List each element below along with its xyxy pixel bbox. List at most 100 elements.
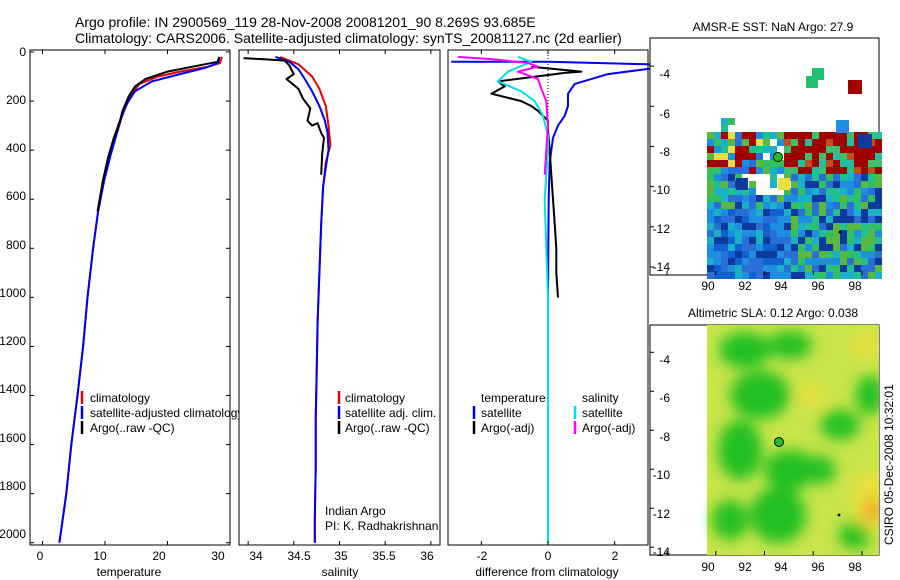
sst-cell — [735, 272, 742, 279]
legend-label: Argo(..raw -QC) — [90, 421, 175, 435]
sst-cell — [826, 132, 833, 139]
sst-cell — [763, 272, 770, 279]
sst-cell — [707, 202, 714, 209]
sst-cell — [777, 139, 784, 146]
sla-xtick: 90 — [701, 560, 715, 574]
sst-cell — [833, 230, 840, 237]
sst-cell — [833, 237, 840, 244]
sst-cell — [812, 223, 819, 230]
sst-cell — [770, 202, 777, 209]
sst-cell — [826, 272, 833, 279]
sst-cell — [763, 146, 770, 153]
sst-cell — [756, 146, 763, 153]
sst-cell — [714, 216, 721, 223]
sst-cell — [742, 244, 749, 251]
sst-cell — [875, 195, 882, 202]
sst-cell — [791, 139, 798, 146]
sst-cell — [742, 237, 749, 244]
sst-cell — [777, 244, 784, 251]
sst-cell — [812, 258, 819, 265]
sla-blob — [712, 500, 748, 540]
sst-cell — [735, 132, 742, 139]
sst-cell — [728, 223, 735, 230]
sla-xtick: 94 — [774, 560, 788, 574]
sst-cell — [868, 244, 875, 251]
sst-cell — [714, 223, 721, 230]
sst-cell — [721, 258, 728, 265]
legend-label: satellite — [481, 406, 522, 420]
sst-cell — [819, 167, 826, 174]
sst-cell — [756, 230, 763, 237]
sst-cell — [742, 223, 749, 230]
sst-cell — [847, 139, 854, 146]
sst-cell — [791, 195, 798, 202]
sla-x-ticks: 90 92 94 96 98 — [701, 560, 862, 574]
sst-cell — [714, 153, 721, 160]
sst-cell — [749, 237, 756, 244]
sst-cell — [868, 202, 875, 209]
sst-argo-position-marker — [773, 152, 783, 162]
sst-cell — [840, 146, 847, 153]
sst-cell — [868, 237, 875, 244]
sst-cell — [819, 209, 826, 216]
sst-xtick: 94 — [774, 279, 788, 293]
sst-cell — [805, 223, 812, 230]
sst-cell — [742, 167, 749, 174]
sst-cell — [826, 139, 833, 146]
salinity-series-argo-raw-qc — [243, 57, 325, 175]
sst-cell — [868, 195, 875, 202]
sst-cell — [819, 174, 826, 181]
sst-cell — [714, 174, 721, 181]
sst-cell — [735, 195, 742, 202]
difference-panel: -2 0 2 temperature satellite Argo(-adj) … — [447, 49, 666, 579]
sst-cell — [735, 237, 742, 244]
sst-cell — [777, 265, 784, 272]
sst-cell — [840, 209, 847, 216]
sst-cell — [784, 139, 791, 146]
sst-cell — [819, 265, 826, 272]
sst-cell — [833, 251, 840, 258]
sst-cell — [875, 272, 882, 279]
sst-cell — [707, 146, 714, 153]
sst-cell — [840, 174, 847, 181]
sst-cell — [798, 174, 805, 181]
sst-patch — [778, 178, 790, 190]
sst-cell — [784, 251, 791, 258]
sst-cell — [819, 230, 826, 237]
sst-cell — [763, 230, 770, 237]
sst-cell — [805, 174, 812, 181]
sst-cell — [861, 265, 868, 272]
depth-ytick: 200 — [6, 93, 26, 107]
sst-cell — [854, 258, 861, 265]
sst-cell — [868, 258, 875, 265]
sst-cell — [728, 160, 735, 167]
sst-cell — [714, 139, 721, 146]
sst-cell — [868, 174, 875, 181]
sst-cell — [847, 195, 854, 202]
sst-cell — [784, 223, 791, 230]
sst-cell — [777, 195, 784, 202]
sst-cell — [812, 244, 819, 251]
sst-cell — [707, 237, 714, 244]
sst-cell — [826, 223, 833, 230]
temperature-panel: 0 10 20 30 0 200 400 600 800 1000 1200 1… — [0, 45, 243, 579]
sst-cell — [798, 188, 805, 195]
sst-cell — [812, 230, 819, 237]
sst-cell — [840, 237, 847, 244]
sst-cell — [861, 272, 868, 279]
sst-cell — [875, 223, 882, 230]
sst-cell — [812, 216, 819, 223]
sst-cell — [847, 132, 854, 139]
sst-cell — [798, 160, 805, 167]
header-line1: Argo profile: IN 2900569_119 28-Nov-2008… — [75, 14, 536, 30]
sst-cell — [826, 258, 833, 265]
sst-cell — [763, 160, 770, 167]
sst-cell — [819, 272, 826, 279]
sst-cell — [707, 174, 714, 181]
sst-cell — [721, 230, 728, 237]
sst-cell — [791, 265, 798, 272]
sst-cell — [854, 223, 861, 230]
sst-cell — [875, 160, 882, 167]
sst-cell — [812, 188, 819, 195]
sst-cell — [791, 244, 798, 251]
